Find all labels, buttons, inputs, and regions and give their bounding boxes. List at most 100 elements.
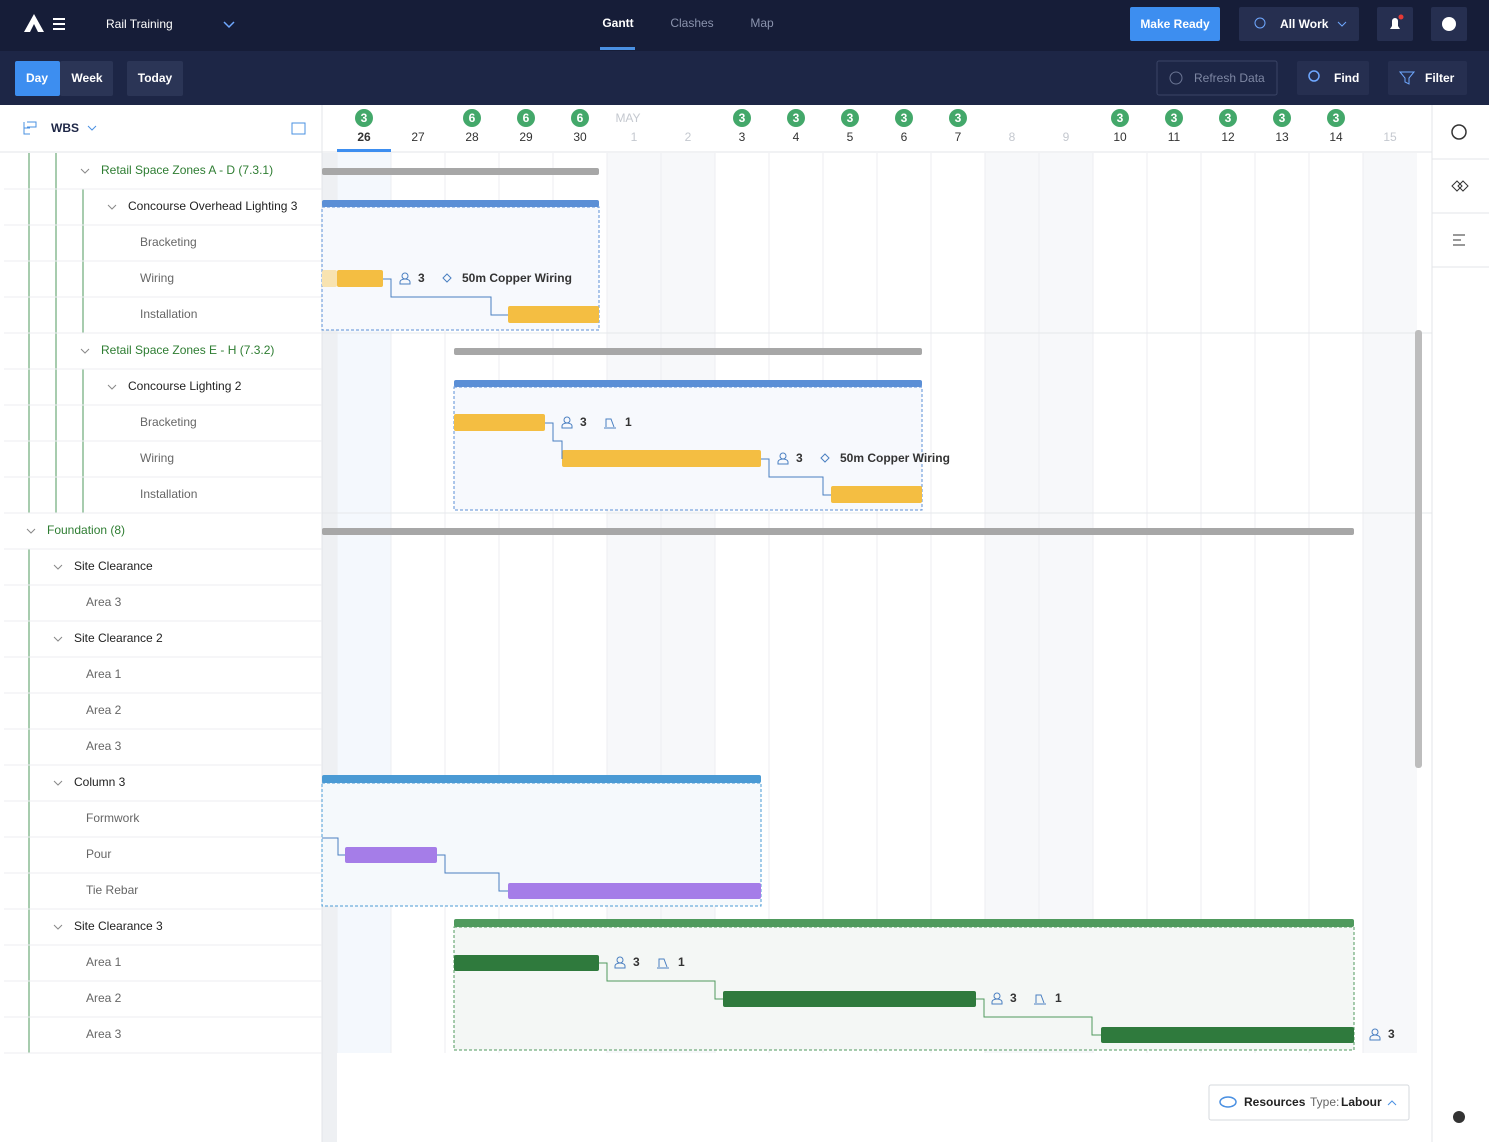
details-icon[interactable]	[1453, 234, 1465, 246]
refresh-label[interactable]: Refresh Data	[1194, 71, 1265, 85]
row-chevron	[107, 204, 117, 210]
view-toggle[interactable]: Week	[71, 71, 102, 85]
day-label: 27	[411, 130, 425, 144]
wbs-row[interactable]: Tie Rebar	[86, 883, 138, 897]
day-badge-count: 3	[847, 111, 854, 125]
make-ready-label[interactable]: Make Ready	[1140, 17, 1210, 31]
help-icon	[1442, 17, 1456, 31]
wbs-row[interactable]: Area 1	[86, 955, 122, 969]
material-icon	[442, 273, 452, 283]
wbs-row[interactable]: Site Clearance 2	[74, 631, 163, 645]
summary-bar	[454, 348, 922, 355]
group-header-bar	[322, 775, 761, 783]
wbs-row[interactable]: Area 3	[86, 595, 122, 609]
wbs-row[interactable]: Wiring	[140, 271, 174, 285]
crew-count: 3	[418, 271, 425, 285]
logo	[24, 14, 44, 32]
wbs-row[interactable]: Installation	[140, 487, 197, 501]
today-underline	[337, 149, 391, 152]
wbs-row[interactable]: Concourse Overhead Lighting 3	[128, 199, 298, 213]
day-label: 11	[1168, 130, 1181, 144]
day-badge-count: 3	[901, 111, 908, 125]
wbs-row[interactable]: Area 2	[86, 703, 122, 717]
day-badge	[1165, 109, 1183, 127]
task-bar	[723, 991, 976, 1007]
filter-label[interactable]: Filter	[1425, 71, 1455, 85]
wbs-row[interactable]: Area 1	[86, 667, 122, 681]
link-icon[interactable]	[1451, 180, 1469, 192]
row-chevron	[53, 780, 63, 786]
day-label: 9	[1063, 130, 1070, 144]
day-badge	[1219, 109, 1237, 127]
wbs-row[interactable]: Area 2	[86, 991, 122, 1005]
wbs-row[interactable]: Wiring	[140, 451, 174, 465]
day-label: 26	[357, 130, 371, 144]
wbs-row[interactable]: Area 3	[86, 1027, 122, 1041]
wbs-row[interactable]: Bracketing	[140, 415, 197, 429]
nav-tab[interactable]: Map	[750, 16, 774, 30]
all-work-label[interactable]: All Work	[1280, 17, 1329, 31]
day-label: 10	[1113, 130, 1127, 144]
nav-tab[interactable]: Clashes	[670, 16, 713, 30]
task-bar	[454, 955, 599, 971]
wbs-row[interactable]: Concourse Lighting 2	[128, 379, 242, 393]
resources-chevron	[1387, 1100, 1397, 1106]
day-label: 5	[847, 130, 854, 144]
equipment-icon	[604, 418, 616, 429]
wbs-row[interactable]: Bracketing	[140, 235, 197, 249]
day-badge-count: 3	[1279, 111, 1286, 125]
task-bar	[831, 486, 922, 503]
equipment-icon	[657, 958, 669, 969]
crew-count: 3	[796, 451, 803, 465]
menu-icon	[53, 18, 65, 30]
wbs-icon	[23, 121, 37, 135]
day-badge-count: 3	[955, 111, 962, 125]
material-icon	[820, 453, 830, 463]
wbs-row[interactable]: Foundation (8)	[47, 523, 125, 537]
day-badge-count: 3	[1333, 111, 1340, 125]
wbs-row[interactable]: Retail Space Zones A - D (7.3.1)	[101, 163, 273, 177]
all-work-chevron	[1337, 21, 1347, 27]
weekend-column	[985, 153, 1039, 1053]
task-bar	[508, 883, 761, 899]
day-label: 29	[519, 130, 533, 144]
info-icon[interactable]	[1451, 124, 1467, 140]
row-chevron	[80, 168, 90, 174]
nav-tab[interactable]: Gantt	[602, 16, 633, 30]
team-icon	[1254, 17, 1266, 29]
today-label[interactable]: Today	[138, 71, 173, 85]
group-header-bar	[454, 919, 1354, 927]
wbs-row[interactable]: Area 3	[86, 739, 122, 753]
summary-bar	[322, 528, 1354, 535]
crew-count: 3	[1010, 991, 1017, 1005]
find-icon	[1308, 70, 1320, 82]
resources-label[interactable]: Resources	[1244, 1095, 1306, 1109]
day-label: 2	[685, 130, 692, 144]
wbs-row[interactable]: Column 3	[74, 775, 126, 789]
task-bar	[322, 270, 337, 287]
wbs-row[interactable]: Retail Space Zones E - H (7.3.2)	[101, 343, 274, 357]
wbs-row[interactable]: Formwork	[86, 811, 140, 825]
view-toggle[interactable]: Day	[26, 71, 48, 85]
refresh-icon	[1169, 71, 1183, 85]
wbs-row[interactable]: Site Clearance	[74, 559, 153, 573]
day-badge-count: 3	[1225, 111, 1232, 125]
crew-icon-body	[777, 458, 789, 465]
equipment-icon	[1034, 994, 1046, 1005]
find-label[interactable]: Find	[1334, 71, 1359, 85]
row-chevron	[80, 348, 90, 354]
task-bar	[1101, 1027, 1354, 1043]
wbs-row[interactable]: Installation	[140, 307, 197, 321]
wbs-row[interactable]: Site Clearance 3	[74, 919, 163, 933]
resources-type-label: Type:	[1310, 1095, 1339, 1109]
wbs-row[interactable]: Pour	[86, 847, 111, 861]
sidebar-title[interactable]: WBS	[51, 121, 79, 135]
crew-count: 3	[580, 415, 587, 429]
day-badge	[841, 109, 859, 127]
day-badge	[895, 109, 913, 127]
day-label: 15	[1383, 130, 1397, 144]
weekend-column	[1039, 153, 1093, 1053]
collapse-icon[interactable]	[1453, 1111, 1465, 1123]
day-badge-count: 3	[739, 111, 746, 125]
resources-type: Labour	[1341, 1095, 1382, 1109]
